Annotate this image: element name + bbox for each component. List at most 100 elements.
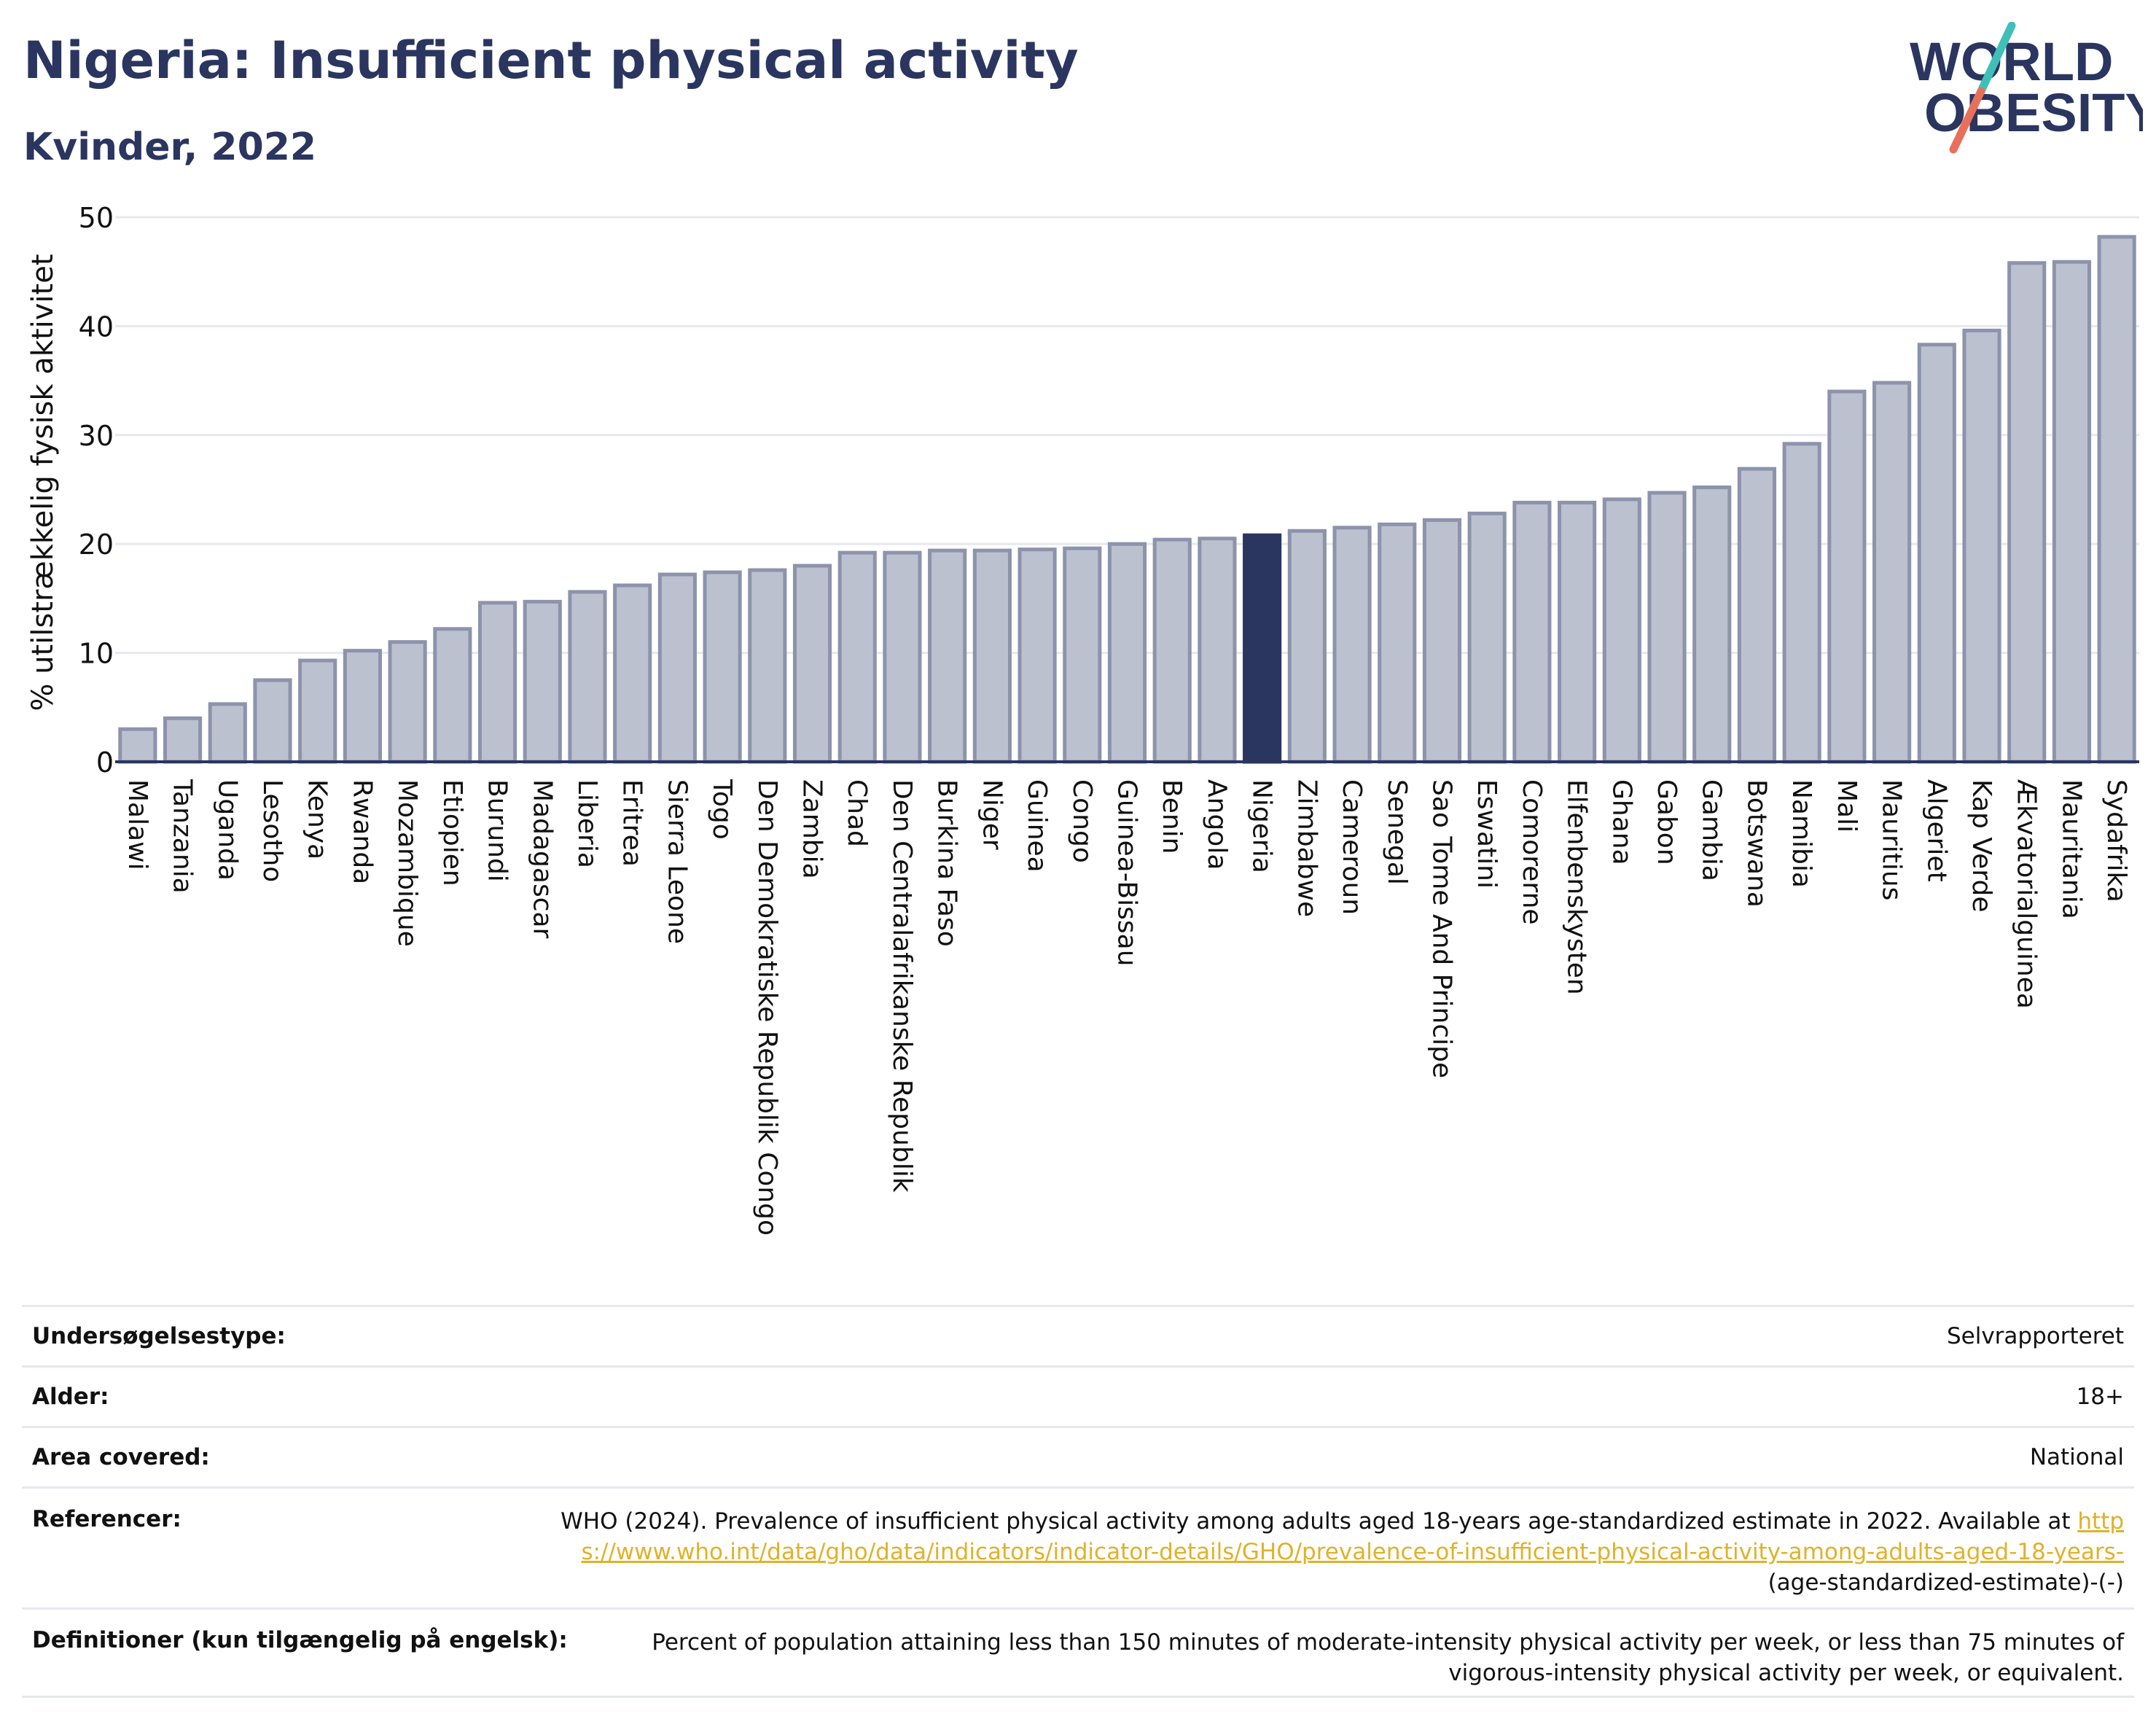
bar: [1018, 547, 1057, 764]
page-title: Nigeria: Insufficient physical activity: [23, 31, 1079, 90]
survey-type-value: Selvrapporteret: [1946, 1323, 2124, 1349]
bar: [298, 658, 337, 764]
bar: [972, 548, 1012, 764]
x-tick-label: Gabon: [1652, 779, 1682, 865]
x-tick-label: Burkina Faso: [932, 779, 962, 947]
survey-type-label: Undersøgelsestype:: [32, 1323, 286, 1349]
bar: [1287, 529, 1327, 764]
bar: [253, 678, 292, 764]
x-tick-label: Etiopien: [437, 779, 467, 886]
metadata-row-survey-type: Undersøgelsestype: Selvrapporteret: [22, 1305, 2134, 1365]
x-tick-label: Congo: [1067, 779, 1097, 863]
bar: [1152, 537, 1192, 764]
x-tick-label: Sao Tome And Principe: [1426, 779, 1456, 1078]
bar: [928, 548, 967, 764]
x-tick-label: Angola: [1202, 779, 1232, 870]
page-subtitle: Kvinder, 2022: [23, 125, 317, 169]
x-tick-label: Nigeria: [1247, 779, 1277, 873]
y-tick-label: 10: [79, 638, 114, 670]
area-value: National: [2029, 1444, 2124, 1470]
bar: [1872, 381, 1912, 764]
logo-slash-bottom: [1949, 87, 1985, 154]
metadata-table: Undersøgelsestype: Selvrapporteret Alder…: [22, 1305, 2134, 1698]
x-tick-label: Uganda: [212, 779, 242, 881]
references-link[interactable]: https://www.who.int/data/gho/data/indica…: [581, 1508, 2124, 1565]
bar: [1558, 500, 1597, 764]
bar: [1602, 497, 1641, 764]
bar: [118, 727, 157, 764]
y-tick-label: 0: [96, 746, 114, 779]
references-suffix: (age-standardized-estimate)-(-): [1768, 1570, 2124, 1596]
bar: [1512, 500, 1552, 764]
bar: [657, 572, 697, 764]
bar: [523, 599, 562, 764]
metadata-row-age: Alder: 18+: [22, 1365, 2134, 1426]
metadata-row-area: Area covered: National: [22, 1426, 2134, 1486]
references-value: WHO (2024). Prevalence of insufficient p…: [557, 1506, 2124, 1598]
bar: [792, 564, 832, 764]
y-axis-label: % utilstrækkelig fysisk aktivitet: [26, 254, 60, 711]
bar: [703, 570, 742, 764]
x-tick-label: Burundi: [483, 779, 512, 882]
y-tick-label: 20: [79, 529, 114, 561]
y-tick-label: 30: [79, 420, 114, 452]
x-tick-label: Niger: [977, 779, 1007, 850]
x-tick-label: Zambia: [797, 779, 827, 879]
x-tick-label: Elfenbenskysten: [1562, 779, 1592, 995]
bar: [1782, 442, 1821, 764]
bar: [1827, 389, 1867, 764]
age-value: 18+: [2076, 1384, 2124, 1410]
x-tick-label: Ækvatorialguinea: [2012, 779, 2042, 1009]
references-text: WHO (2024). Prevalence of insufficient p…: [561, 1508, 2071, 1535]
bars: [118, 235, 2136, 764]
bar-chart: 0 10 20 30 40 50 Malawi Tanzania Uganda Lesotho K…: [26, 202, 2139, 1236]
bar: [883, 550, 922, 764]
age-label: Alder:: [32, 1384, 109, 1410]
x-tick-labels: Malawi Tanzania Uganda Lesotho Kenya Rwanda Mo…: [122, 779, 2131, 1236]
x-tick-label: Comorerne: [1517, 779, 1547, 925]
bar: [613, 583, 652, 764]
metadata-row-references: Referencer: WHO (2024). Prevalence of in…: [22, 1486, 2134, 1607]
x-tick-label: Kenya: [302, 779, 332, 859]
bar: [1063, 546, 1102, 764]
x-tick-label: Guinea: [1022, 779, 1052, 873]
x-tick-label: Rwanda: [347, 779, 377, 884]
x-tick-label: Kap Verde: [1966, 779, 1996, 912]
x-tick-label: Mauritius: [1877, 779, 1907, 900]
bar: [477, 601, 517, 764]
bar: [1647, 491, 1687, 764]
bar: [163, 716, 203, 764]
bar: [748, 568, 787, 764]
x-tick-label: Chad: [842, 779, 872, 847]
x-tick-label: Cameroun: [1337, 779, 1367, 915]
x-tick-label: Eritrea: [617, 779, 647, 867]
bar-highlighted: [1243, 533, 1282, 764]
world-obesity-logo: WORLD OBESITY: [1910, 22, 2143, 154]
bar: [1198, 537, 1237, 764]
bar: [2097, 235, 2136, 764]
x-tick-label: Mozambique: [392, 779, 422, 947]
y-tick-label: 50: [79, 202, 114, 234]
x-tick-label: Sydafrika: [2101, 779, 2131, 902]
x-tick-label: Mali: [1832, 779, 1862, 833]
bar: [1917, 343, 1956, 764]
x-tick-label: Sierra Leone: [662, 779, 692, 944]
x-tick-label: Lesotho: [257, 779, 287, 882]
x-tick-label: Namibia: [1786, 779, 1816, 888]
bar: [388, 640, 427, 764]
bar: [837, 550, 877, 764]
x-tick-label: Benin: [1157, 779, 1187, 854]
bar: [2052, 260, 2092, 764]
bar: [1107, 542, 1147, 764]
bar: [1692, 486, 1732, 764]
bar: [2007, 261, 2047, 764]
x-tick-label: Den Centralafrikanske Republik: [887, 779, 917, 1193]
metadata-row-definitions: Definitioner (kun tilgængelig på engelsk…: [22, 1607, 2134, 1698]
bar: [1422, 518, 1462, 764]
x-tick-label: Liberia: [572, 779, 602, 868]
definitions-value: Percent of population attaining less tha…: [652, 1629, 2124, 1686]
y-tick-labels: 0 10 20 30 40 50: [79, 202, 114, 779]
x-tick-label: Den Demokratiske Republik Congo: [752, 779, 782, 1236]
x-tick-label: Togo: [707, 779, 737, 840]
area-label: Area covered:: [32, 1444, 210, 1470]
